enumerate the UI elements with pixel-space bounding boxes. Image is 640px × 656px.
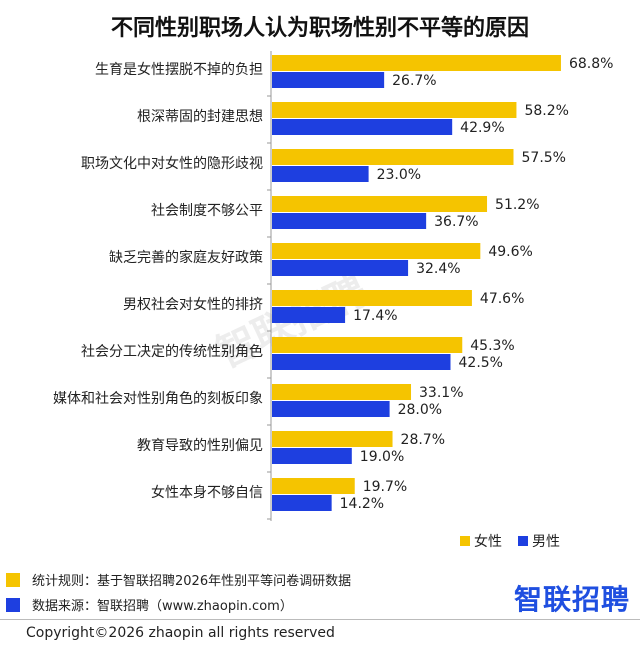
value-label-male: 14.2% bbox=[340, 496, 384, 512]
rule-note: 统计规则：基于智联招聘2026年性别平等问卷调研数据 bbox=[6, 570, 351, 589]
value-label-male: 19.0% bbox=[360, 449, 404, 465]
bar-male bbox=[272, 213, 427, 229]
category-label: 媒体和社会对性别角色的刻板印象 bbox=[53, 390, 263, 407]
bar-male bbox=[272, 401, 390, 417]
legend-swatch-female bbox=[460, 536, 470, 546]
bar-male bbox=[272, 260, 409, 276]
value-label-female: 58.2% bbox=[524, 103, 568, 119]
category-label: 社会分工决定的传统性别角色 bbox=[81, 343, 263, 360]
copyright-text: Copyright©2026 zhaopin all rights reserv… bbox=[26, 625, 335, 641]
value-label-female: 51.2% bbox=[495, 197, 539, 213]
value-label-female: 19.7% bbox=[363, 479, 407, 495]
value-label-male: 42.5% bbox=[459, 355, 503, 371]
legend-label-male: 男性 bbox=[532, 534, 560, 550]
bar-female bbox=[272, 384, 412, 400]
bar-male bbox=[272, 354, 451, 370]
bar-male bbox=[272, 72, 385, 88]
category-label: 缺乏完善的家庭友好政策 bbox=[109, 249, 263, 266]
bar-male bbox=[272, 166, 369, 182]
category-label: 生育是女性摆脱不掉的负担 bbox=[95, 61, 263, 78]
value-label-female: 68.8% bbox=[569, 56, 613, 72]
value-label-female: 49.6% bbox=[488, 244, 532, 260]
source-note: 数据来源：智联招聘（www.zhaopin.com） bbox=[6, 595, 293, 614]
bar-male bbox=[272, 495, 332, 511]
rule-note-text: 统计规则：基于智联招聘2026年性别平等问卷调研数据 bbox=[32, 574, 352, 589]
value-label-male: 42.9% bbox=[460, 120, 504, 136]
value-label-female: 45.3% bbox=[470, 338, 514, 354]
bar-male bbox=[272, 448, 352, 464]
value-label-male: 17.4% bbox=[353, 308, 397, 324]
bar-female bbox=[272, 102, 517, 118]
bar-female bbox=[272, 243, 481, 259]
footer-divider bbox=[0, 619, 640, 620]
bar-male bbox=[272, 307, 346, 323]
bar-male bbox=[272, 119, 453, 135]
category-label: 男权社会对女性的排挤 bbox=[123, 296, 263, 313]
value-label-male: 23.0% bbox=[377, 167, 421, 183]
bar-female bbox=[272, 290, 472, 306]
bar-female bbox=[272, 149, 514, 165]
category-label: 根深蒂固的封建思想 bbox=[137, 109, 263, 125]
value-label-male: 32.4% bbox=[416, 261, 460, 277]
bar-female bbox=[272, 478, 355, 494]
bar-female bbox=[272, 337, 463, 353]
category-label: 社会制度不够公平 bbox=[151, 203, 263, 219]
value-label-male: 28.0% bbox=[398, 402, 442, 418]
bar-female bbox=[272, 431, 393, 447]
value-label-female: 57.5% bbox=[522, 150, 566, 166]
value-label-female: 28.7% bbox=[401, 432, 445, 448]
rule-note-square bbox=[6, 572, 20, 587]
chart-title: 不同性别职场人认为职场性别不平等的原因 bbox=[110, 16, 529, 41]
value-label-female: 33.1% bbox=[419, 385, 463, 401]
value-label-female: 47.6% bbox=[480, 291, 524, 307]
brand-logo: 智联招聘 bbox=[513, 583, 630, 616]
legend-label-female: 女性 bbox=[474, 533, 502, 550]
source-note-text: 数据来源：智联招聘（www.zhaopin.com） bbox=[32, 599, 293, 614]
category-label: 女性本身不够自信 bbox=[151, 484, 263, 501]
category-label: 职场文化中对女性的隐形歧视 bbox=[81, 155, 263, 172]
bar-female bbox=[272, 55, 561, 71]
bar-female bbox=[272, 196, 488, 212]
value-label-male: 36.7% bbox=[434, 214, 478, 230]
legend-swatch-male bbox=[518, 536, 528, 546]
category-label: 教育导致的性别偏见 bbox=[137, 438, 263, 454]
source-note-square bbox=[6, 597, 20, 612]
value-label-male: 26.7% bbox=[392, 73, 436, 89]
bar-chart: 生育是女性摆脱不掉的负担 68.8% 26.7% 根深蒂固的封建思想 58.2% 42.9… bbox=[53, 51, 613, 550]
